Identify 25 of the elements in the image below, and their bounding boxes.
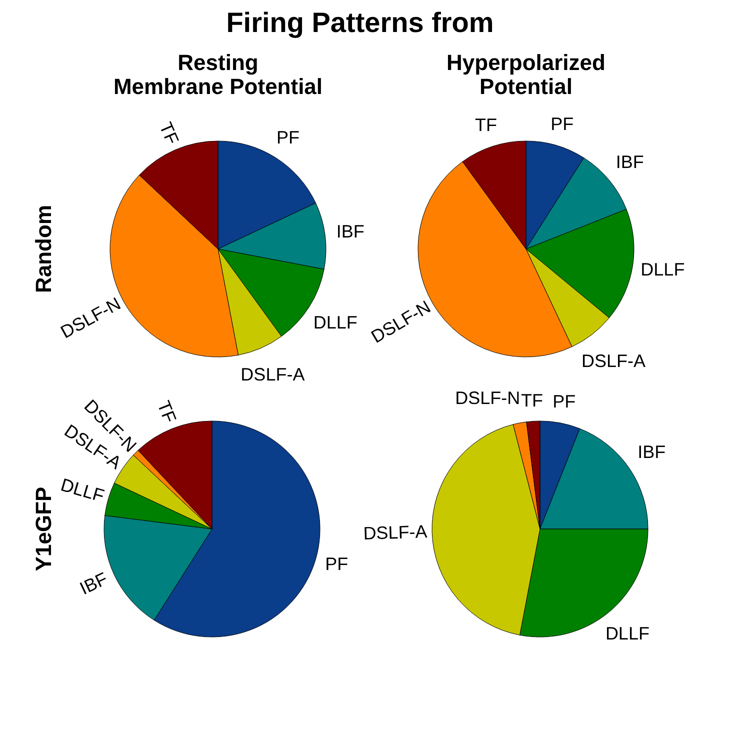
slice-label: TF — [520, 390, 543, 411]
slice-label: DLLF — [313, 312, 358, 332]
slice-label: PF — [550, 114, 574, 134]
slice-label: IBF — [616, 152, 644, 172]
slice-label: DLLF — [605, 624, 650, 644]
slice-label: DSLF-N — [455, 388, 520, 408]
slice-label: PF — [552, 392, 576, 412]
slice-label: TF — [153, 398, 180, 426]
slice-label: IBF — [638, 442, 666, 462]
slice-label: IBF — [76, 568, 111, 599]
text: Firing Patterns from — [226, 7, 494, 38]
chart-title: Resting Membrane Potential — [113, 50, 323, 99]
slice-label: DSLF-A — [362, 522, 428, 544]
slice-label: PF — [276, 128, 300, 148]
slice-label: IBF — [336, 221, 364, 242]
slice-label: TF — [155, 119, 183, 148]
chart-title: Hyperpolarized Potential — [446, 50, 606, 99]
slice-label: TF — [474, 114, 497, 135]
slice-label: PF — [325, 554, 348, 574]
text: Y1eGFP — [31, 486, 56, 572]
slice-label: DLLF — [58, 474, 106, 506]
slice-label: DSLF-A — [581, 350, 646, 371]
text: Random — [31, 205, 56, 293]
slice-label: DLLF — [640, 260, 685, 280]
slice-label: DSLF-A — [240, 364, 305, 384]
